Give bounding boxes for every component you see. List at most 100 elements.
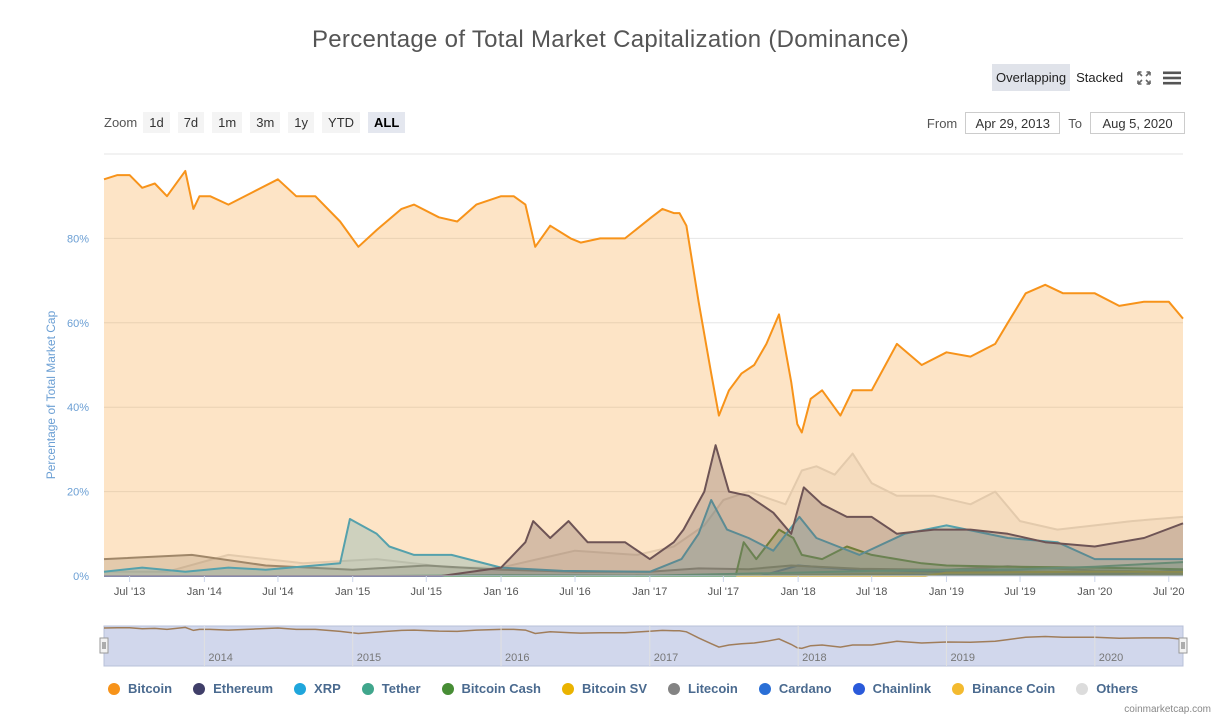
legend-dot-icon bbox=[193, 682, 206, 695]
legend-item-bitcoin-sv[interactable]: Bitcoin SV bbox=[562, 681, 647, 696]
x-tick-label: Jul '13 bbox=[114, 586, 145, 598]
legend-item-xrp[interactable]: XRP bbox=[294, 681, 341, 696]
others-area bbox=[104, 453, 1183, 576]
navigator-tick-label: 2017 bbox=[654, 652, 678, 664]
legend-label: Binance Coin bbox=[972, 681, 1056, 696]
legend-dot-icon bbox=[294, 682, 307, 695]
legend-item-bitcoin-cash[interactable]: Bitcoin Cash bbox=[441, 681, 541, 696]
menu-icon[interactable] bbox=[1161, 67, 1183, 89]
legend-item-bitcoin[interactable]: Bitcoin bbox=[108, 681, 172, 696]
legend-dot-icon bbox=[758, 682, 771, 695]
to-date-input[interactable] bbox=[1090, 112, 1185, 134]
legend-label: Bitcoin bbox=[128, 681, 173, 696]
plot-area bbox=[103, 169, 1184, 577]
legend-item-others[interactable]: Others bbox=[1076, 681, 1138, 696]
zoom-1m-button[interactable]: 1m bbox=[212, 112, 243, 133]
legend-label: Ethereum bbox=[213, 681, 274, 696]
from-label: From bbox=[926, 115, 958, 131]
y-tick-label: 0% bbox=[73, 571, 89, 583]
zoom-1y-button[interactable]: 1y bbox=[288, 112, 315, 133]
x-tick-label: Jan '18 bbox=[781, 586, 816, 598]
dominance-chart: 0% 20% 40% 60% 80% Percentage of Total Market… bbox=[44, 153, 1188, 667]
navigator-tick-label: 2019 bbox=[950, 652, 974, 664]
zoom-all-button[interactable]: ALL bbox=[368, 112, 406, 133]
legend-dot-icon bbox=[668, 682, 681, 695]
bitcoin-area bbox=[104, 170, 1183, 576]
navigator[interactable]: 2014 2015 2016 2017 2018 2019 2020 bbox=[99, 625, 1188, 667]
xrp-area bbox=[104, 500, 1183, 576]
legend-item-tether[interactable]: Tether bbox=[361, 681, 421, 696]
y-tick-label: 80% bbox=[67, 233, 89, 245]
cardano-area bbox=[104, 565, 1183, 576]
zoom-label: Zoom bbox=[104, 115, 138, 130]
navigator-tick-label: 2016 bbox=[505, 652, 529, 664]
legend-label: Others bbox=[1096, 681, 1139, 696]
litecoin-line[interactable] bbox=[103, 553, 1184, 573]
view-toggle: Overlapping Stacked bbox=[992, 64, 1183, 91]
bitcoin-line[interactable] bbox=[103, 169, 1184, 434]
x-tick-label: Jul '16 bbox=[559, 586, 590, 598]
legend-item-ethereum[interactable]: Ethereum bbox=[193, 681, 273, 696]
ethereum-line[interactable] bbox=[104, 444, 1184, 577]
navigator-tick-label: 2018 bbox=[802, 652, 826, 664]
date-range: From To bbox=[919, 112, 1185, 134]
legend-label: Bitcoin Cash bbox=[461, 681, 541, 696]
ethereum-area bbox=[104, 445, 1183, 576]
y-axis-title: Percentage of Total Market Cap bbox=[44, 310, 58, 479]
legend-label: Cardano bbox=[778, 681, 832, 696]
legend-label: Bitcoin SV bbox=[582, 681, 648, 696]
zoom-3m-button[interactable]: 3m bbox=[250, 112, 281, 133]
bitcoin-cash-area bbox=[104, 529, 1183, 576]
legend-label: Chainlink bbox=[872, 681, 932, 696]
zoom-controls: Zoom 1d 7d 1m 3m 1y YTD ALL bbox=[104, 112, 413, 133]
legend-label: XRP bbox=[314, 681, 341, 696]
overlapping-button[interactable]: Overlapping bbox=[992, 64, 1071, 91]
stacked-button[interactable]: Stacked bbox=[1076, 70, 1124, 85]
zoom-1d-button[interactable]: 1d bbox=[143, 112, 170, 133]
y-tick-label: 40% bbox=[67, 402, 89, 414]
x-tick-label: Jul '19 bbox=[1004, 586, 1035, 598]
x-tick-label: Jul '18 bbox=[856, 586, 887, 598]
legend-item-cardano[interactable]: Cardano bbox=[758, 681, 832, 696]
chart-legend: Bitcoin Ethereum XRP Tether Bitcoin Cash Bitc… bbox=[108, 681, 1159, 696]
x-tick-label: Jul '20 bbox=[1153, 586, 1184, 598]
fullscreen-icon[interactable] bbox=[1133, 67, 1155, 89]
legend-dot-icon bbox=[1076, 682, 1089, 695]
bitcoin-cash-line[interactable] bbox=[104, 528, 1184, 577]
navigator-left-handle[interactable] bbox=[99, 637, 109, 654]
from-date-input[interactable] bbox=[965, 112, 1061, 134]
tether-area bbox=[104, 562, 1183, 576]
navigator-tick-label: 2015 bbox=[357, 652, 381, 664]
legend-dot-icon bbox=[441, 682, 454, 695]
x-tick-label: Jan '14 bbox=[187, 586, 222, 598]
x-tick-label: Jul '15 bbox=[411, 586, 442, 598]
credit-text: coinmarketcap.com bbox=[1124, 704, 1211, 715]
legend-dot-icon bbox=[952, 682, 965, 695]
navigator-tick-label: 2014 bbox=[208, 652, 232, 664]
x-tick-label: Jul '14 bbox=[262, 586, 293, 598]
navigator-right-handle[interactable] bbox=[1178, 637, 1188, 654]
navigator-tick-label: 2020 bbox=[1099, 652, 1123, 664]
legend-label: Tether bbox=[381, 681, 421, 696]
legend-dot-icon bbox=[852, 682, 865, 695]
x-tick-label: Jul '17 bbox=[708, 586, 739, 598]
x-tick-label: Jan '16 bbox=[483, 586, 518, 598]
legend-item-litecoin[interactable]: Litecoin bbox=[668, 681, 738, 696]
legend-item-binance-coin[interactable]: Binance Coin bbox=[952, 681, 1055, 696]
legend-dot-icon bbox=[361, 682, 374, 695]
legend-item-chainlink[interactable]: Chainlink bbox=[852, 681, 932, 696]
x-tick-label: Jan '17 bbox=[632, 586, 667, 598]
zoom-7d-button[interactable]: 7d bbox=[177, 112, 205, 133]
legend-dot-icon bbox=[562, 682, 574, 695]
to-label: To bbox=[1068, 115, 1082, 131]
chainlink-area bbox=[104, 570, 1183, 576]
legend-dot-icon bbox=[108, 682, 120, 695]
page-title: Percentage of Total Market Capitalizatio… bbox=[311, 26, 910, 53]
y-tick-label: 20% bbox=[67, 487, 89, 499]
x-tick-label: Jan '19 bbox=[929, 586, 964, 598]
navigator-mask bbox=[103, 625, 1184, 667]
y-tick-label: 60% bbox=[67, 318, 89, 330]
legend-label: Litecoin bbox=[688, 681, 738, 696]
x-tick-label: Jan '15 bbox=[335, 586, 370, 598]
zoom-ytd-button[interactable]: YTD bbox=[322, 112, 361, 133]
